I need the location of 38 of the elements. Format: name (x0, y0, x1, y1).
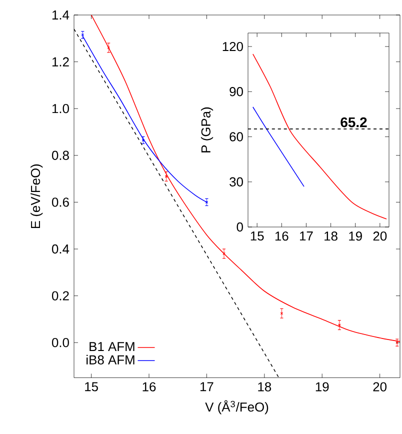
x-tick-label: 15 (85, 382, 98, 392)
y-tick-label: 1.2 (52, 57, 69, 66)
y-tick-label: 0.2 (52, 291, 69, 300)
y-tick-label: 1.4 (52, 10, 70, 20)
y-tick-label: 120 (222, 42, 243, 52)
y-tick-label: 60 (230, 132, 243, 142)
y-tick-label: 0.4 (52, 244, 70, 254)
y-axis-title: P (GPa) (200, 107, 214, 152)
line-series (252, 54, 387, 220)
y-tick-label: 1.0 (52, 104, 69, 114)
point (107, 46, 110, 50)
y-tick-label: 30 (230, 177, 243, 186)
x-tick-label: 17 (300, 232, 313, 240)
legend-label: iB8 AFM (86, 354, 134, 364)
y-tick-label: 0.8 (52, 150, 69, 160)
x-tick-label: 16 (275, 232, 288, 241)
point (222, 252, 226, 256)
x-tick-label: 16 (142, 382, 156, 392)
x-tick-label: 19 (316, 382, 329, 392)
y-tick-label: 0.6 (52, 198, 69, 207)
point (164, 175, 168, 178)
x-tick-label: 17 (200, 382, 214, 392)
x-tick-label: 20 (373, 382, 387, 392)
x-tick-label: 18 (258, 382, 272, 392)
y-axis-title: E (eV/FeO) (30, 164, 43, 228)
legend-label: B1 AFM (90, 342, 134, 352)
x-axis-title: V (Å$^{3}$/FeO) (205, 400, 268, 414)
y-tick-label: 0.0 (52, 338, 69, 348)
x-tick-label: 18 (324, 232, 338, 241)
y-tick-label: 90 (230, 87, 243, 96)
x-tick-label: 19 (349, 232, 362, 241)
point (142, 138, 145, 142)
line-series (90, 14, 400, 342)
x-tick-label: 15 (250, 232, 264, 241)
x-tick-label: 20 (373, 232, 387, 241)
y-tick-label: 0 (236, 222, 243, 232)
ref-line-label: 65.2 (340, 117, 367, 128)
point (280, 312, 284, 315)
